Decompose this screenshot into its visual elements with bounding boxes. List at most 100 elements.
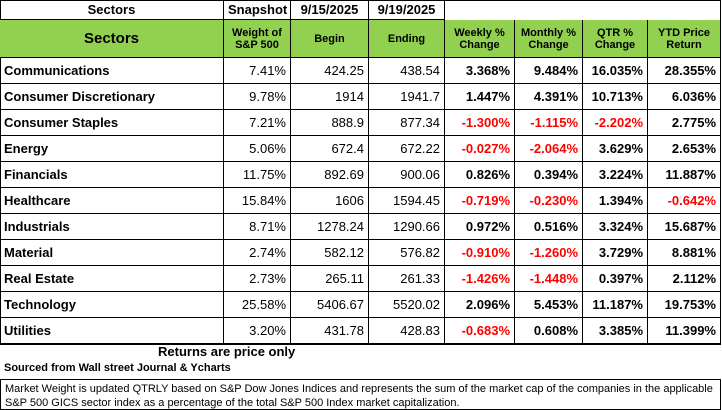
- value-cell: 0.826%: [445, 162, 515, 188]
- header-cell: Monthly % Change: [515, 20, 583, 58]
- value-cell: 1.394%: [583, 188, 648, 214]
- sector-name: Material: [0, 240, 224, 266]
- value-cell: 7.41%: [224, 58, 291, 84]
- value-cell: -1.426%: [445, 266, 515, 292]
- top-cell: Sectors: [0, 0, 224, 20]
- value-cell: -0.027%: [445, 136, 515, 162]
- header-cell: Sectors: [0, 20, 224, 58]
- sector-name: Utilities: [0, 318, 224, 344]
- value-cell: -0.719%: [445, 188, 515, 214]
- value-cell: 1941.7: [369, 84, 445, 110]
- sector-name: Consumer Discretionary: [0, 84, 224, 110]
- value-cell: 5406.67: [291, 292, 369, 318]
- value-cell: 3.385%: [583, 318, 648, 344]
- value-cell: 5520.02: [369, 292, 445, 318]
- value-cell: 1290.66: [369, 214, 445, 240]
- value-cell: -0.642%: [648, 188, 721, 214]
- value-cell: 16.035%: [583, 58, 648, 84]
- source: Sourced from Wall street Journal & Ychar…: [4, 362, 231, 374]
- value-cell: 2.096%: [445, 292, 515, 318]
- value-cell: 8.881%: [648, 240, 721, 266]
- value-cell: -0.910%: [445, 240, 515, 266]
- sector-name: Consumer Staples: [0, 110, 224, 136]
- value-cell: 2.653%: [648, 136, 721, 162]
- value-cell: 2.73%: [224, 266, 291, 292]
- value-cell: 3.368%: [445, 58, 515, 84]
- value-cell: 28.355%: [648, 58, 721, 84]
- value-cell: 0.397%: [583, 266, 648, 292]
- value-cell: 9.484%: [515, 58, 583, 84]
- sector-name: Industrials: [0, 214, 224, 240]
- value-cell: -1.260%: [515, 240, 583, 266]
- value-cell: -1.115%: [515, 110, 583, 136]
- header-cell: YTD Price Return: [648, 20, 721, 58]
- value-cell: 3.20%: [224, 318, 291, 344]
- header-cell: Begin: [291, 20, 369, 58]
- top-cell: Snapshot: [224, 0, 291, 20]
- header-cell: Ending: [369, 20, 445, 58]
- value-cell: 1606: [291, 188, 369, 214]
- value-cell: 1278.24: [291, 214, 369, 240]
- returns-note: Returns are price only: [158, 344, 296, 359]
- value-cell: 5.453%: [515, 292, 583, 318]
- value-cell: 900.06: [369, 162, 445, 188]
- value-cell: 11.399%: [648, 318, 721, 344]
- value-cell: -2.064%: [515, 136, 583, 162]
- value-cell: -0.683%: [445, 318, 515, 344]
- value-cell: 11.75%: [224, 162, 291, 188]
- value-cell: 0.394%: [515, 162, 583, 188]
- value-cell: 576.82: [369, 240, 445, 266]
- value-cell: 3.629%: [583, 136, 648, 162]
- footnote: Market Weight is updated QTRLY based on …: [0, 379, 721, 410]
- value-cell: 2.775%: [648, 110, 721, 136]
- value-cell: 5.06%: [224, 136, 291, 162]
- value-cell: 10.713%: [583, 84, 648, 110]
- value-cell: 3.224%: [583, 162, 648, 188]
- value-cell: 1594.45: [369, 188, 445, 214]
- value-cell: 9.78%: [224, 84, 291, 110]
- value-cell: 261.33: [369, 266, 445, 292]
- header-cell: QTR % Change: [583, 20, 648, 58]
- value-cell: 15.84%: [224, 188, 291, 214]
- value-cell: 6.036%: [648, 84, 721, 110]
- value-cell: 888.9: [291, 110, 369, 136]
- value-cell: 3.729%: [583, 240, 648, 266]
- value-cell: 7.21%: [224, 110, 291, 136]
- sector-name: Communications: [0, 58, 224, 84]
- top-cell: 9/19/2025: [369, 0, 445, 20]
- value-cell: 438.54: [369, 58, 445, 84]
- value-cell: -1.448%: [515, 266, 583, 292]
- value-cell: 25.58%: [224, 292, 291, 318]
- value-cell: -2.202%: [583, 110, 648, 136]
- header-cell: Weight of S&P 500: [224, 20, 291, 58]
- value-cell: 15.687%: [648, 214, 721, 240]
- value-cell: 3.324%: [583, 214, 648, 240]
- value-cell: 2.74%: [224, 240, 291, 266]
- value-cell: 19.753%: [648, 292, 721, 318]
- value-cell: 265.11: [291, 266, 369, 292]
- value-cell: 672.4: [291, 136, 369, 162]
- value-cell: 877.34: [369, 110, 445, 136]
- sector-name: Energy: [0, 136, 224, 162]
- value-cell: 0.972%: [445, 214, 515, 240]
- value-cell: -1.300%: [445, 110, 515, 136]
- top-cell: 9/15/2025: [291, 0, 369, 20]
- value-cell: 11.187%: [583, 292, 648, 318]
- value-cell: 892.69: [291, 162, 369, 188]
- sector-name: Healthcare: [0, 188, 224, 214]
- sector-name: Real Estate: [0, 266, 224, 292]
- value-cell: 2.112%: [648, 266, 721, 292]
- value-cell: 672.22: [369, 136, 445, 162]
- value-cell: 428.83: [369, 318, 445, 344]
- value-cell: 1.447%: [445, 84, 515, 110]
- value-cell: 424.25: [291, 58, 369, 84]
- value-cell: 0.608%: [515, 318, 583, 344]
- header-cell: Weekly % Change: [445, 20, 515, 58]
- sector-name: Financials: [0, 162, 224, 188]
- value-cell: 1914: [291, 84, 369, 110]
- sector-name: Technology: [0, 292, 224, 318]
- value-cell: 11.887%: [648, 162, 721, 188]
- value-cell: 582.12: [291, 240, 369, 266]
- value-cell: 0.516%: [515, 214, 583, 240]
